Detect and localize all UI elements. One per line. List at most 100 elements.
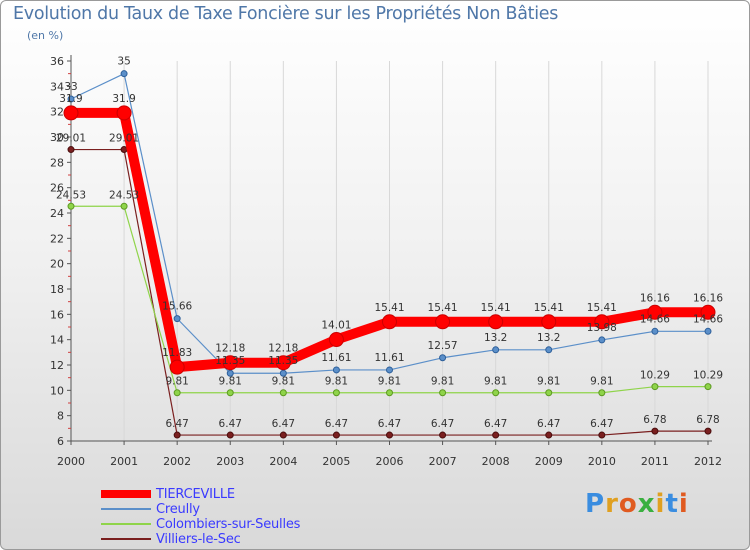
data-label: 15.41 <box>534 302 564 314</box>
data-point <box>541 314 557 330</box>
data-point <box>651 383 659 391</box>
x-tick-label: 2005 <box>322 455 350 468</box>
data-label: 6.47 <box>325 418 348 430</box>
x-tick-label: 2012 <box>694 455 722 468</box>
data-point <box>226 431 234 439</box>
data-label: 6.47 <box>431 418 454 430</box>
data-point <box>67 95 75 103</box>
data-point <box>488 314 504 330</box>
y-tick-label: 22 <box>50 232 64 245</box>
data-point <box>492 346 500 354</box>
logo-letter: x <box>637 489 656 519</box>
data-point <box>492 431 500 439</box>
data-label: 6.78 <box>643 414 666 426</box>
data-point <box>279 389 287 397</box>
x-tick-label: 2009 <box>535 455 563 468</box>
data-label: 15.41 <box>374 302 404 314</box>
data-point <box>279 369 287 377</box>
data-label: 6.47 <box>219 418 242 430</box>
data-label: 6.47 <box>484 418 507 430</box>
data-point <box>120 202 128 210</box>
y-tick-label: 16 <box>50 308 64 321</box>
y-tick-label: 26 <box>50 182 64 195</box>
legend-label-tierceville: TIERCEVILLE <box>156 486 235 502</box>
data-label: 11.35 <box>215 355 245 367</box>
data-point <box>173 389 181 397</box>
x-tick-label: 2007 <box>429 455 457 468</box>
y-tick-label: 6 <box>57 435 64 448</box>
data-label: 9.81 <box>325 376 348 388</box>
y-tick-label: 10 <box>50 384 64 397</box>
logo-letter: o <box>618 489 638 519</box>
data-label: 13.98 <box>587 322 617 334</box>
data-label: 24.53 <box>56 189 86 201</box>
data-point <box>700 304 716 320</box>
data-label: 14.66 <box>693 313 723 325</box>
data-point <box>332 366 340 374</box>
data-point <box>222 355 238 371</box>
y-tick-label: 32 <box>50 106 64 119</box>
data-label: 9.81 <box>431 376 454 388</box>
logo-letter: r <box>605 489 619 519</box>
data-label: 11.61 <box>374 352 404 364</box>
data-label: 10.29 <box>640 370 670 382</box>
legend-swatch-colombiers <box>101 523 151 525</box>
data-point <box>226 369 234 377</box>
data-label: 16.16 <box>640 292 670 304</box>
data-label: 10.29 <box>693 370 723 382</box>
data-point <box>386 366 393 374</box>
data-point <box>173 431 181 439</box>
data-label: 9.81 <box>219 376 242 388</box>
legend-label-creully: Creully <box>156 501 200 517</box>
x-tick-label: 2001 <box>110 455 138 468</box>
x-tick-label: 2003 <box>216 455 244 468</box>
data-label: 6.47 <box>537 418 560 430</box>
data-label: 33 <box>64 81 77 93</box>
data-point <box>545 389 553 397</box>
data-label: 14.01 <box>321 320 351 332</box>
data-point <box>594 314 610 330</box>
data-label: 9.81 <box>590 376 613 388</box>
x-tick-label: 2008 <box>482 455 510 468</box>
data-label: 12.18 <box>215 343 245 355</box>
legend-swatch-tierceville <box>101 490 151 498</box>
data-label: 35 <box>117 56 130 68</box>
legend-label-colombiers: Colombiers-sur-Seulles <box>156 516 301 532</box>
data-point <box>647 304 663 320</box>
y-tick-label: 20 <box>50 258 64 271</box>
data-point <box>328 332 344 348</box>
data-label: 13.2 <box>484 332 507 344</box>
legend-item-creully: Creully <box>101 501 200 517</box>
data-point <box>279 431 287 439</box>
x-tick-label: 2011 <box>641 455 669 468</box>
data-label: 9.81 <box>537 376 560 388</box>
data-point <box>545 346 553 354</box>
data-point <box>598 431 606 439</box>
data-point <box>63 105 79 121</box>
x-tick-label: 2010 <box>588 455 616 468</box>
data-point <box>435 314 451 330</box>
legend-item-tierceville: TIERCEVILLE <box>101 486 235 502</box>
data-label: 11.61 <box>321 352 351 364</box>
data-point <box>120 70 128 78</box>
data-label: 6.47 <box>272 418 295 430</box>
data-point <box>439 431 447 439</box>
data-label: 16.16 <box>693 292 723 304</box>
legend-swatch-villiers <box>101 538 151 540</box>
data-label: 6.78 <box>696 414 719 426</box>
data-point <box>332 431 340 439</box>
y-tick-label: 12 <box>50 359 64 372</box>
data-label: 29.01 <box>56 133 86 145</box>
data-point <box>386 431 393 439</box>
data-label: 15.41 <box>481 302 511 314</box>
data-point <box>169 359 185 375</box>
chart-title: Evolution du Taux de Taxe Foncière sur l… <box>13 4 559 24</box>
data-point <box>651 427 659 435</box>
y-tick-label: 30 <box>50 131 64 144</box>
data-point <box>704 383 712 391</box>
legend-item-villiers: Villiers-le-Sec <box>101 532 241 547</box>
data-label: 12.18 <box>268 343 298 355</box>
x-tick-label: 2006 <box>376 455 404 468</box>
data-label: 12.57 <box>428 340 458 352</box>
data-label: 9.81 <box>165 376 188 388</box>
